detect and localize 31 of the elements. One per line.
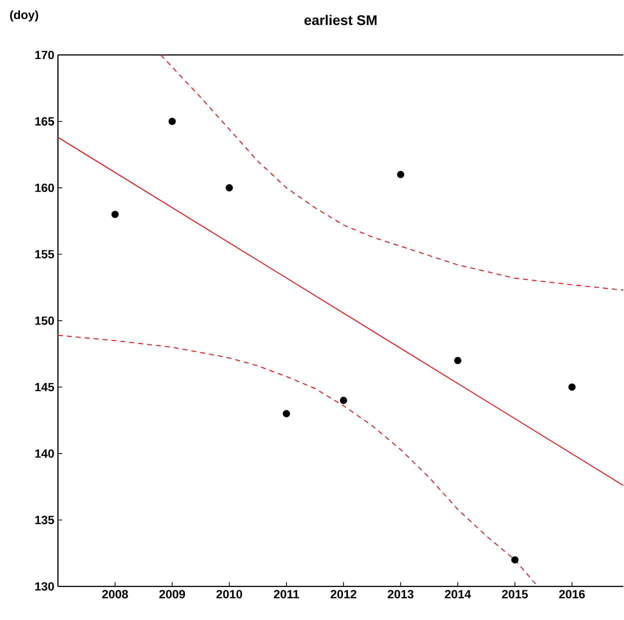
point [282, 410, 290, 418]
x-tick-label: 2010 [216, 590, 242, 598]
line-series [58, 334, 538, 586]
x-tick-label: 2008 [102, 590, 128, 598]
y-tick-label: 140 [35, 449, 54, 458]
x-tick-label: 2009 [159, 590, 186, 598]
point [340, 396, 348, 404]
y-tick-label: 160 [35, 183, 54, 192]
point [568, 383, 576, 391]
line-series [160, 54, 624, 290]
x-tick-label: 2011 [274, 590, 300, 598]
y-tick-label: 135 [35, 516, 54, 524]
y-tick-label: 170 [35, 50, 54, 59]
chart-title: earliest SM [304, 14, 377, 25]
x-tick-label: 2013 [388, 590, 414, 598]
y-tick-label: 130 [35, 582, 54, 590]
x-tick-label: 2014 [444, 590, 471, 598]
point [168, 118, 176, 125]
x-tick-label: 2012 [330, 590, 356, 598]
point [226, 184, 233, 192]
point [111, 210, 119, 218]
x-tick-label: 2015 [502, 590, 528, 598]
point [397, 170, 404, 178]
y-tick-label: 150 [35, 316, 54, 325]
y-tick-label: 155 [35, 250, 54, 258]
x-tick-label: 2016 [559, 590, 585, 598]
point [511, 556, 519, 564]
y-tick-label: 145 [35, 382, 54, 392]
point [454, 356, 462, 364]
y-tick-label: 165 [35, 116, 54, 126]
y-axis-title: (doy) [10, 10, 38, 22]
